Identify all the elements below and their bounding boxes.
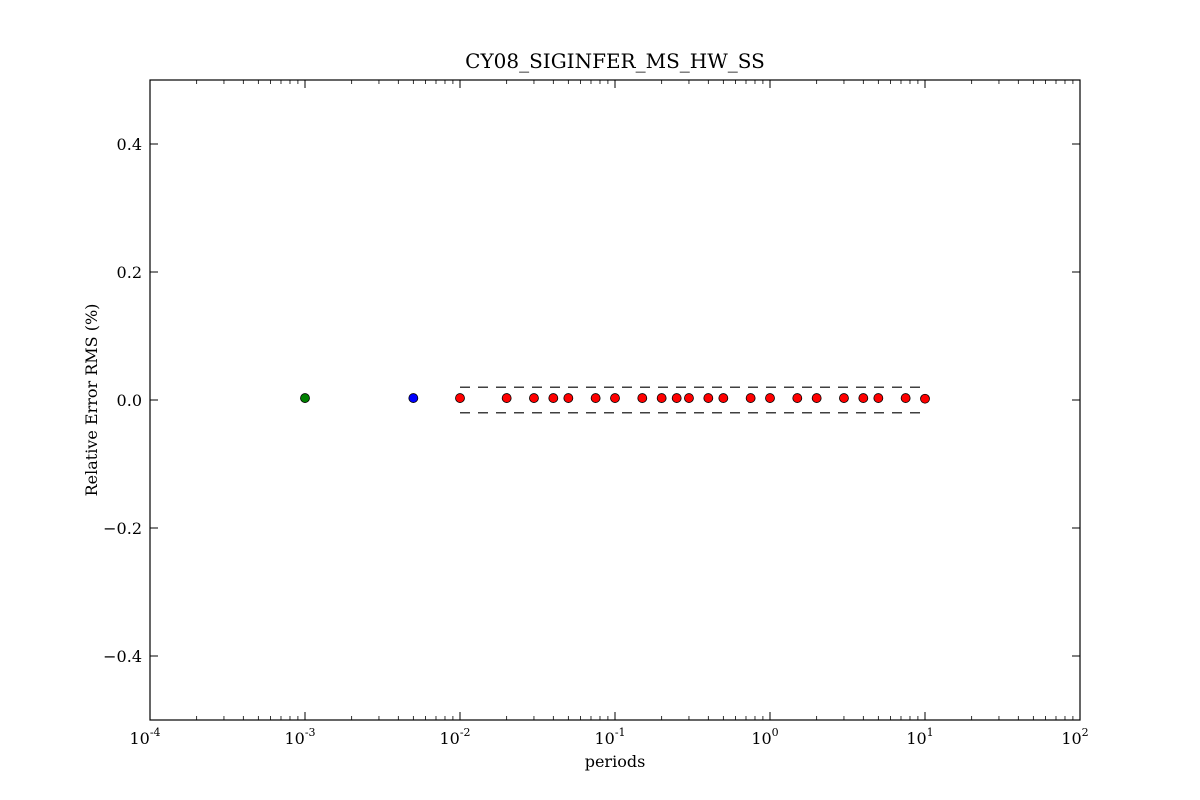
x-tick-base: 10 bbox=[594, 729, 614, 748]
x-tick-base: 10 bbox=[1061, 729, 1081, 748]
data-points bbox=[300, 393, 930, 404]
y-axis-label: Relative Error RMS (%) bbox=[82, 304, 101, 497]
y-tick-label: −0.2 bbox=[103, 519, 142, 538]
x-tick-base: 10 bbox=[129, 729, 149, 748]
x-tick-base: 10 bbox=[439, 729, 459, 748]
x-tick-base: 10 bbox=[284, 729, 304, 748]
x-tick-exponent: 2 bbox=[1082, 726, 1089, 739]
data-point bbox=[590, 393, 601, 403]
x-tick-exponent: -4 bbox=[150, 726, 161, 739]
x-tick-exponent: -2 bbox=[460, 726, 471, 739]
y-tick-label: −0.4 bbox=[103, 647, 142, 666]
y-tick-label: 0.4 bbox=[117, 135, 142, 154]
data-point bbox=[873, 393, 884, 403]
data-point bbox=[656, 393, 667, 403]
x-tick-base: 10 bbox=[906, 729, 926, 748]
x-tick-label: 10-1 bbox=[594, 726, 625, 748]
x-tick-label: 102 bbox=[1061, 726, 1088, 748]
data-point bbox=[300, 393, 310, 403]
data-point bbox=[900, 393, 911, 403]
x-tick-exponent: -1 bbox=[615, 726, 626, 739]
data-point bbox=[563, 393, 574, 403]
data-point bbox=[408, 393, 419, 403]
data-point bbox=[792, 393, 803, 403]
data-point bbox=[765, 393, 775, 403]
data-point bbox=[811, 393, 822, 403]
data-point bbox=[637, 393, 648, 403]
chart-title: CY08_SIGINFER_MS_HW_SS bbox=[465, 49, 765, 73]
x-tick-exponent: -3 bbox=[305, 726, 316, 739]
y-tick-label: 0.0 bbox=[117, 391, 142, 410]
x-tick-label: 10-3 bbox=[284, 726, 315, 748]
y-tick-label: 0.2 bbox=[117, 263, 142, 282]
x-tick-exponent: 0 bbox=[772, 726, 779, 739]
x-axis-label: periods bbox=[585, 752, 646, 771]
data-point bbox=[501, 393, 512, 403]
x-tick-exponent: 1 bbox=[927, 726, 934, 739]
data-point bbox=[671, 393, 682, 403]
data-point bbox=[839, 393, 849, 403]
x-tick-label: 101 bbox=[906, 726, 933, 748]
data-point bbox=[745, 393, 756, 403]
plot-frame bbox=[149, 79, 1081, 721]
x-tick-base: 10 bbox=[751, 729, 771, 748]
x-tick-label: 10-4 bbox=[129, 726, 160, 748]
data-point bbox=[455, 393, 465, 403]
data-point bbox=[548, 393, 559, 403]
x-tick-label: 10-2 bbox=[439, 726, 470, 748]
data-point bbox=[610, 393, 620, 403]
tick-labels: 10-4 10-3 10-2 10-1 100 101 1020.40.20.0−0.2−0… bbox=[103, 135, 1089, 748]
data-point bbox=[684, 393, 694, 403]
data-point bbox=[718, 393, 729, 403]
data-point bbox=[920, 393, 930, 404]
data-point bbox=[703, 393, 714, 403]
x-tick-label: 100 bbox=[751, 726, 778, 748]
data-point bbox=[858, 393, 869, 403]
reference-lines bbox=[460, 386, 925, 414]
data-point bbox=[529, 393, 539, 403]
